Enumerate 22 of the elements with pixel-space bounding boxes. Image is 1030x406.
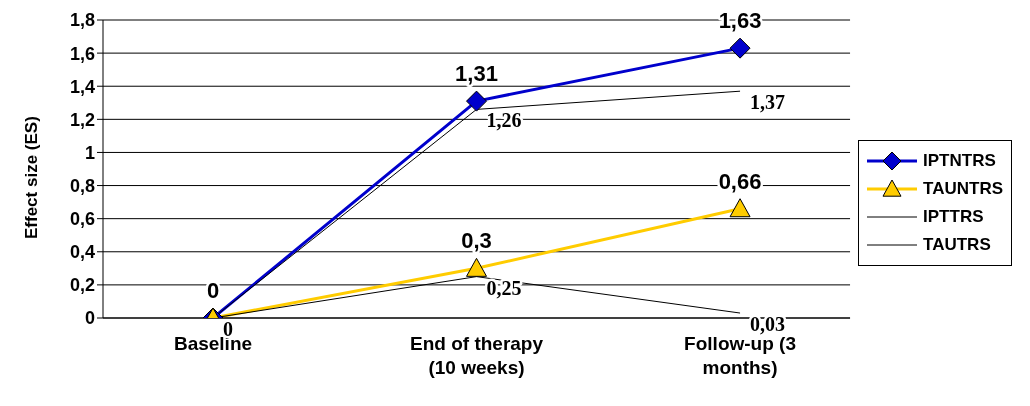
data-label: 1,37 [750,91,786,114]
legend-label: IPTTRS [923,207,984,227]
y-tick-label: 0,4 [69,242,95,263]
legend-label: TAUTRS [923,235,991,255]
y-tick-label: 1,6 [69,43,95,64]
data-label: 0,3 [461,228,492,254]
y-tick-label: 1,4 [69,76,95,97]
y-tick-label: 1,2 [69,109,95,130]
y-axis-title: Effect size (ES) [22,116,42,239]
data-label: 1,31 [455,61,498,87]
legend-label: TAUNTRS [923,179,1003,199]
y-tick-label: 0,2 [69,275,95,296]
x-tick-label: End of therapy (10 weeks) [410,333,544,378]
data-label: 0,03 [750,313,786,336]
legend-label: IPTNTRS [923,151,996,171]
y-tick-label: 0,8 [69,175,95,196]
y-tick-label: 1,8 [69,10,95,31]
y-tick-label: 1 [84,142,95,163]
y-tick-label: 0,6 [69,209,95,230]
data-label: 0 [206,278,220,303]
data-label: 1,63 [718,8,762,34]
y-tick-label: 0 [84,308,95,329]
